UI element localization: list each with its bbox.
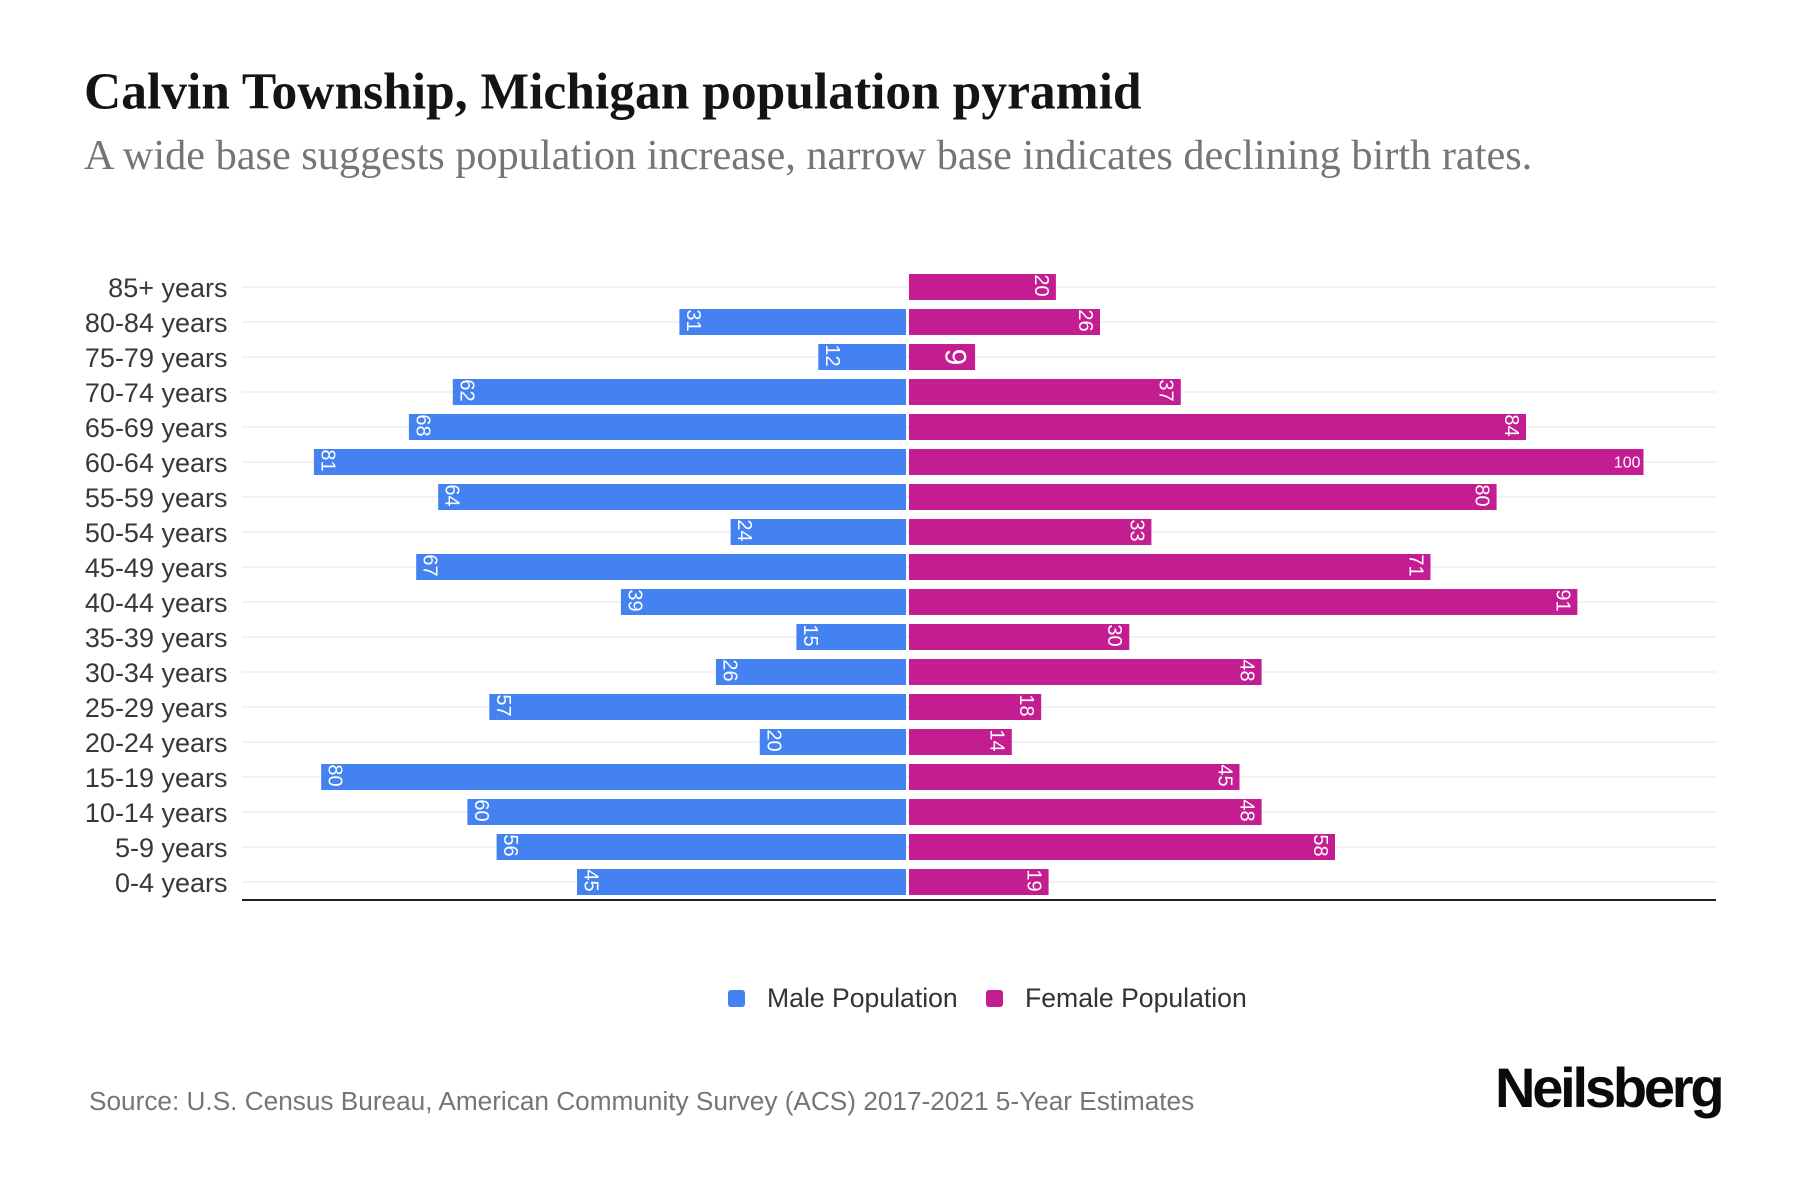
svg-text:20: 20 — [762, 729, 784, 751]
svg-text:91: 91 — [1551, 589, 1573, 611]
svg-text:84: 84 — [1500, 414, 1522, 436]
svg-text:67: 67 — [419, 554, 441, 576]
svg-text:12: 12 — [821, 344, 843, 366]
svg-text:19: 19 — [1023, 869, 1045, 891]
svg-text:65-69 years: 65-69 years — [85, 413, 228, 443]
svg-text:48: 48 — [1236, 799, 1258, 821]
svg-text:Calvin Township, Michigan popu: Calvin Township, Michigan population pyr… — [84, 64, 1142, 121]
svg-text:55-59 years: 55-59 years — [85, 483, 228, 513]
svg-text:100: 100 — [1614, 455, 1641, 472]
svg-text:62: 62 — [455, 379, 477, 401]
svg-text:39: 39 — [623, 589, 645, 611]
svg-text:68: 68 — [411, 414, 433, 436]
svg-text:80: 80 — [1471, 484, 1493, 506]
svg-text:80: 80 — [324, 764, 346, 786]
svg-text:58: 58 — [1309, 834, 1331, 856]
svg-text:50-54 years: 50-54 years — [85, 518, 228, 548]
svg-text:5-9 years: 5-9 years — [115, 833, 228, 863]
svg-text:80-84 years: 80-84 years — [85, 308, 228, 338]
svg-text:45: 45 — [1213, 764, 1235, 786]
svg-text:30-34 years: 30-34 years — [85, 658, 228, 688]
svg-text:A wide base suggests populatio: A wide base suggests population increase… — [84, 132, 1532, 179]
svg-text:75-79 years: 75-79 years — [85, 343, 228, 373]
svg-text:18: 18 — [1015, 694, 1037, 716]
svg-text:15: 15 — [799, 624, 821, 646]
svg-text:60: 60 — [470, 799, 492, 821]
svg-text:71: 71 — [1404, 554, 1426, 576]
svg-text:30: 30 — [1103, 624, 1125, 646]
svg-text:15-19 years: 15-19 years — [85, 763, 228, 793]
svg-text:0-4 years: 0-4 years — [115, 868, 228, 898]
svg-text:64: 64 — [441, 484, 463, 506]
svg-text:40-44 years: 40-44 years — [85, 588, 228, 618]
svg-text:Source: U.S. Census Bureau, Am: Source: U.S. Census Bureau, American Com… — [89, 1086, 1194, 1116]
svg-text:56: 56 — [499, 834, 521, 856]
svg-text:20: 20 — [1030, 274, 1052, 296]
svg-text:Male Population: Male Population — [767, 983, 958, 1013]
svg-text:85+ years: 85+ years — [108, 273, 227, 303]
svg-text:33: 33 — [1125, 519, 1147, 541]
svg-text:26: 26 — [718, 659, 740, 681]
svg-text:57: 57 — [492, 694, 514, 716]
svg-text:14: 14 — [986, 729, 1008, 751]
svg-text:9: 9 — [938, 349, 971, 366]
svg-text:81: 81 — [316, 449, 338, 471]
svg-text:10-14 years: 10-14 years — [85, 798, 228, 828]
svg-text:48: 48 — [1236, 659, 1258, 681]
svg-text:35-39 years: 35-39 years — [85, 623, 228, 653]
svg-text:26: 26 — [1074, 309, 1096, 331]
svg-text:60-64 years: 60-64 years — [85, 448, 228, 478]
svg-text:24: 24 — [733, 519, 755, 541]
svg-text:45: 45 — [580, 869, 602, 891]
svg-text:45-49 years: 45-49 years — [85, 553, 228, 583]
svg-text:25-29 years: 25-29 years — [85, 693, 228, 723]
svg-text:31: 31 — [682, 309, 704, 331]
svg-text:20-24 years: 20-24 years — [85, 728, 228, 758]
svg-text:37: 37 — [1155, 379, 1177, 401]
svg-text:Female Population: Female Population — [1025, 983, 1247, 1013]
svg-text:Neilsberg: Neilsberg — [1495, 1056, 1721, 1119]
svg-text:70-74 years: 70-74 years — [85, 378, 228, 408]
